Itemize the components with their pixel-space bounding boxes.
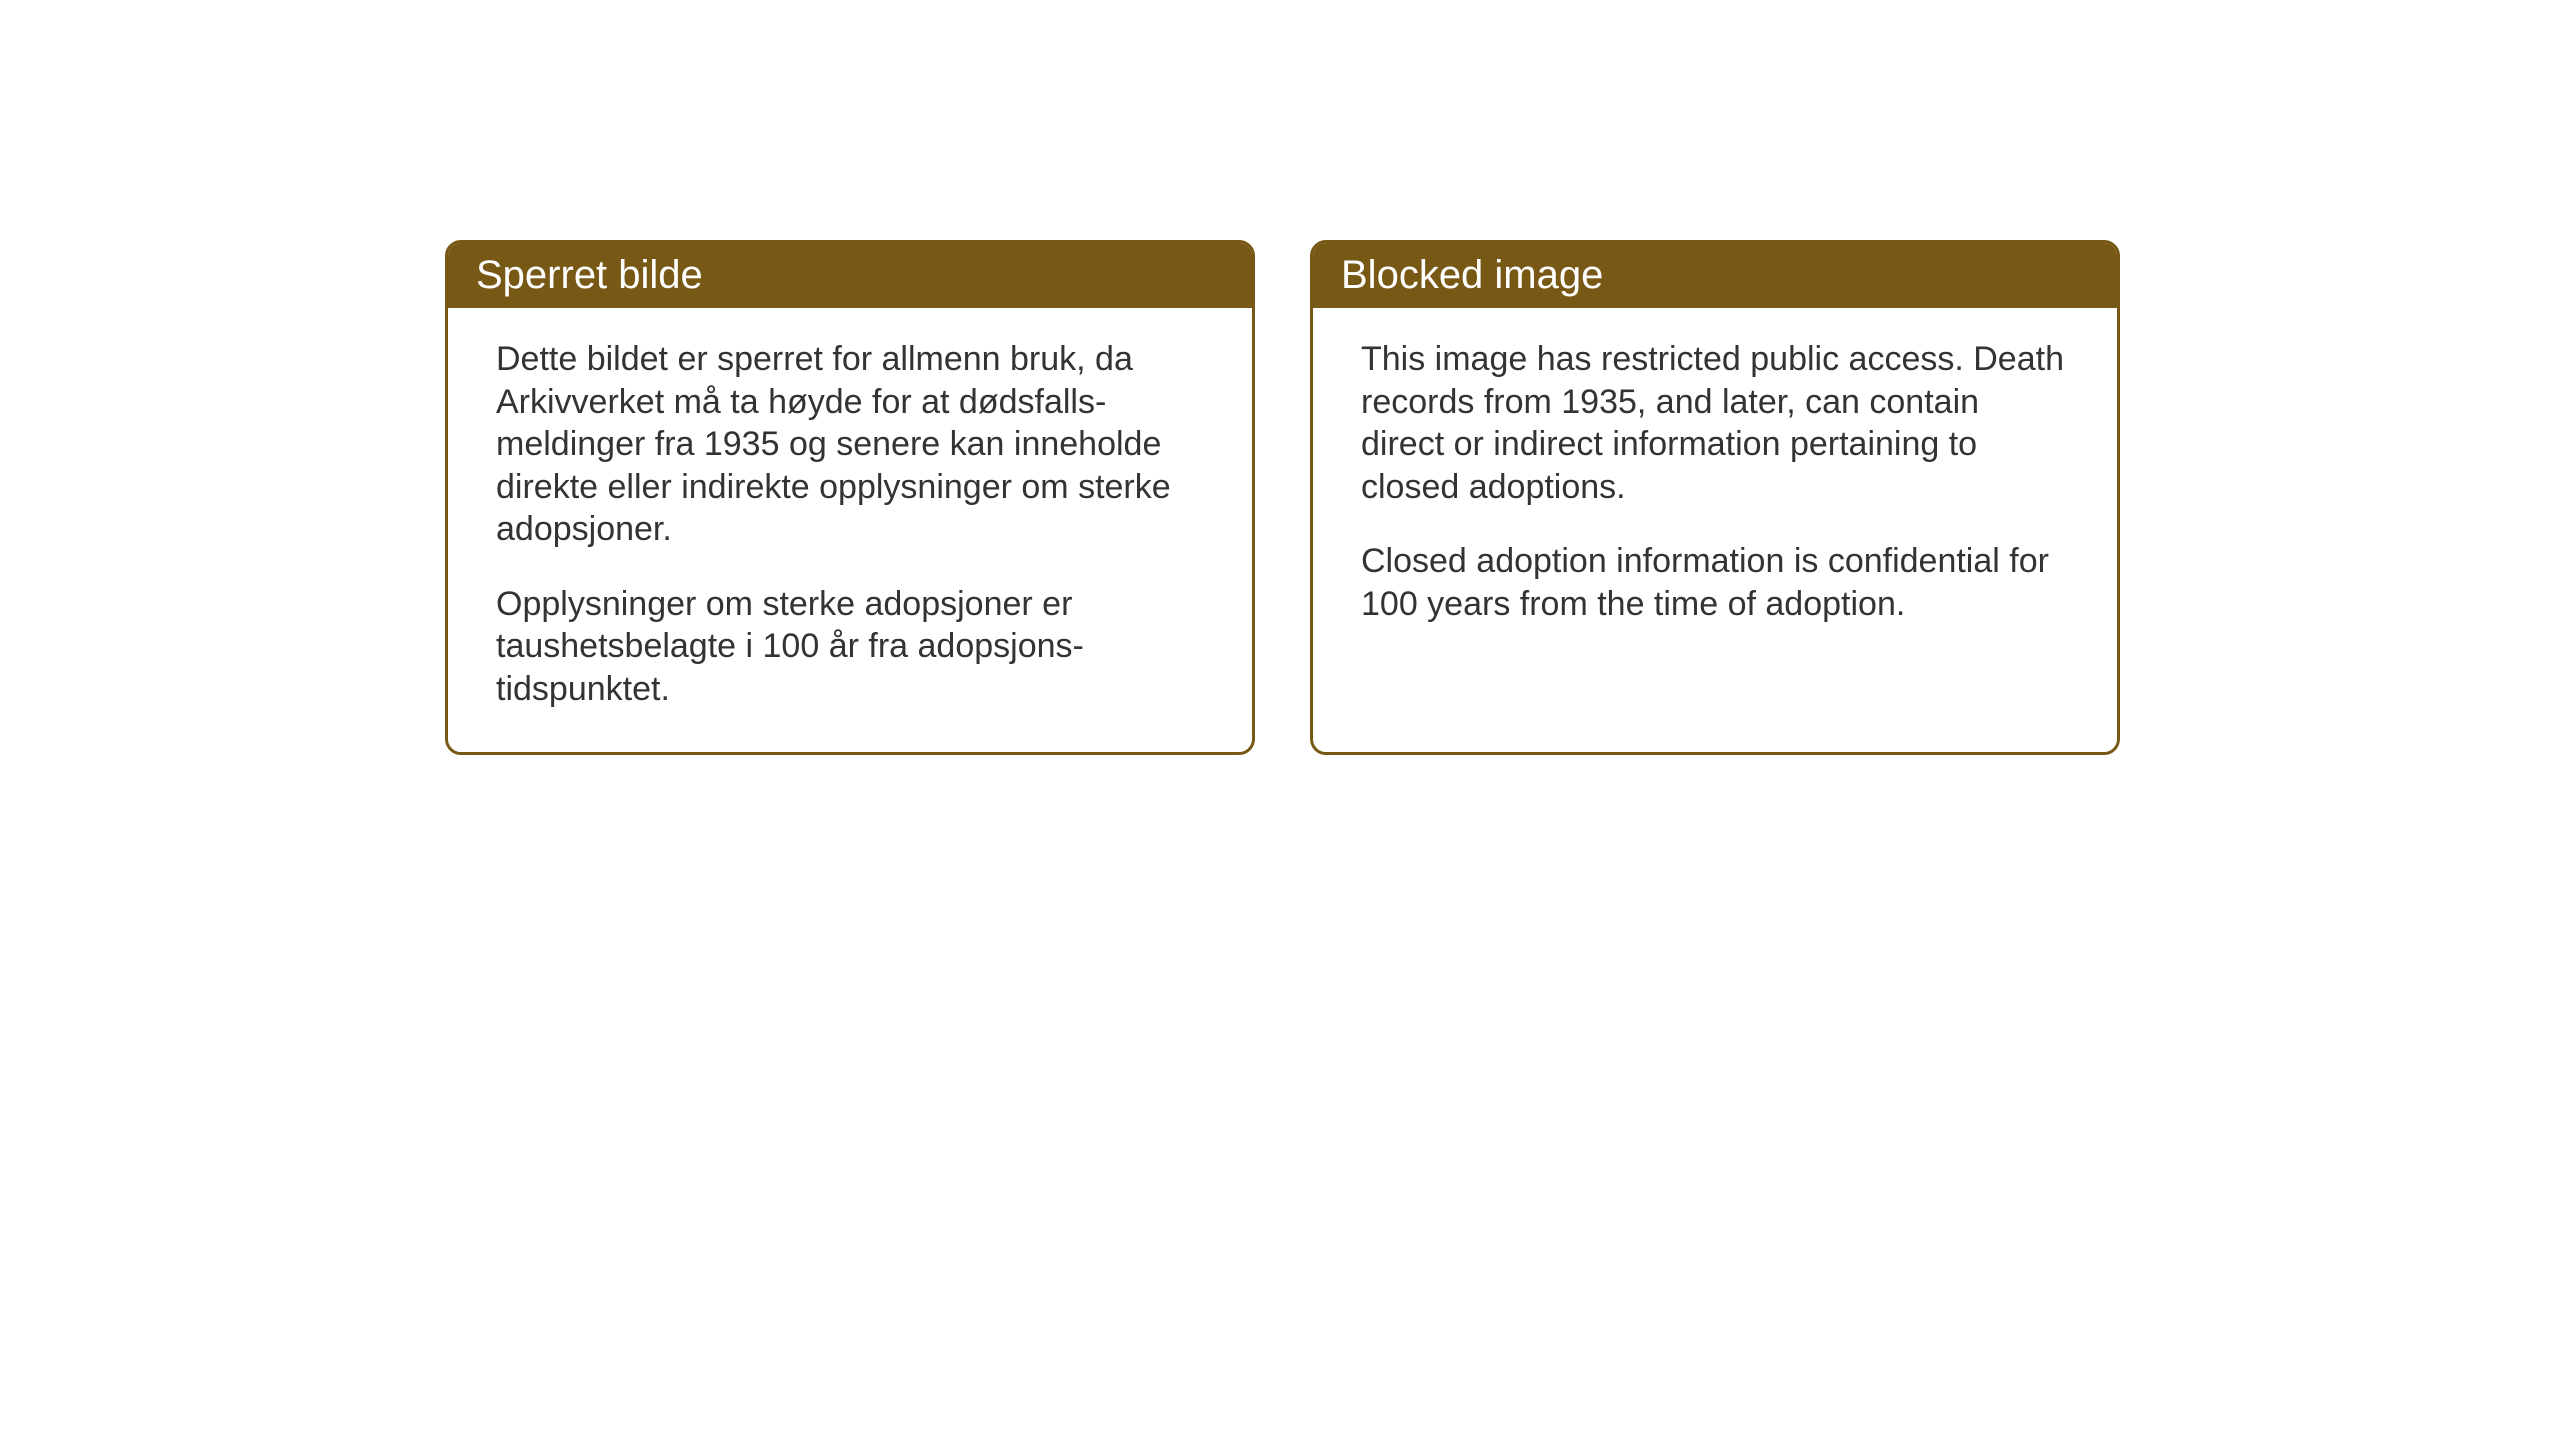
card-paragraph-2-english: Closed adoption information is confident… (1361, 540, 2069, 625)
card-paragraph-2-norwegian: Opplysninger om sterke adopsjoner er tau… (496, 583, 1204, 711)
card-title-english: Blocked image (1341, 253, 1603, 297)
card-paragraph-1-english: This image has restricted public access.… (1361, 338, 2069, 508)
card-body-norwegian: Dette bildet er sperret for allmenn bruk… (448, 308, 1252, 750)
card-header-norwegian: Sperret bilde (448, 243, 1252, 308)
card-header-english: Blocked image (1313, 243, 2117, 308)
notice-card-norwegian: Sperret bilde Dette bildet er sperret fo… (445, 240, 1255, 755)
notice-container: Sperret bilde Dette bildet er sperret fo… (445, 240, 2120, 755)
card-title-norwegian: Sperret bilde (476, 253, 703, 297)
card-paragraph-1-norwegian: Dette bildet er sperret for allmenn bruk… (496, 338, 1204, 551)
notice-card-english: Blocked image This image has restricted … (1310, 240, 2120, 755)
card-body-english: This image has restricted public access.… (1313, 308, 2117, 665)
